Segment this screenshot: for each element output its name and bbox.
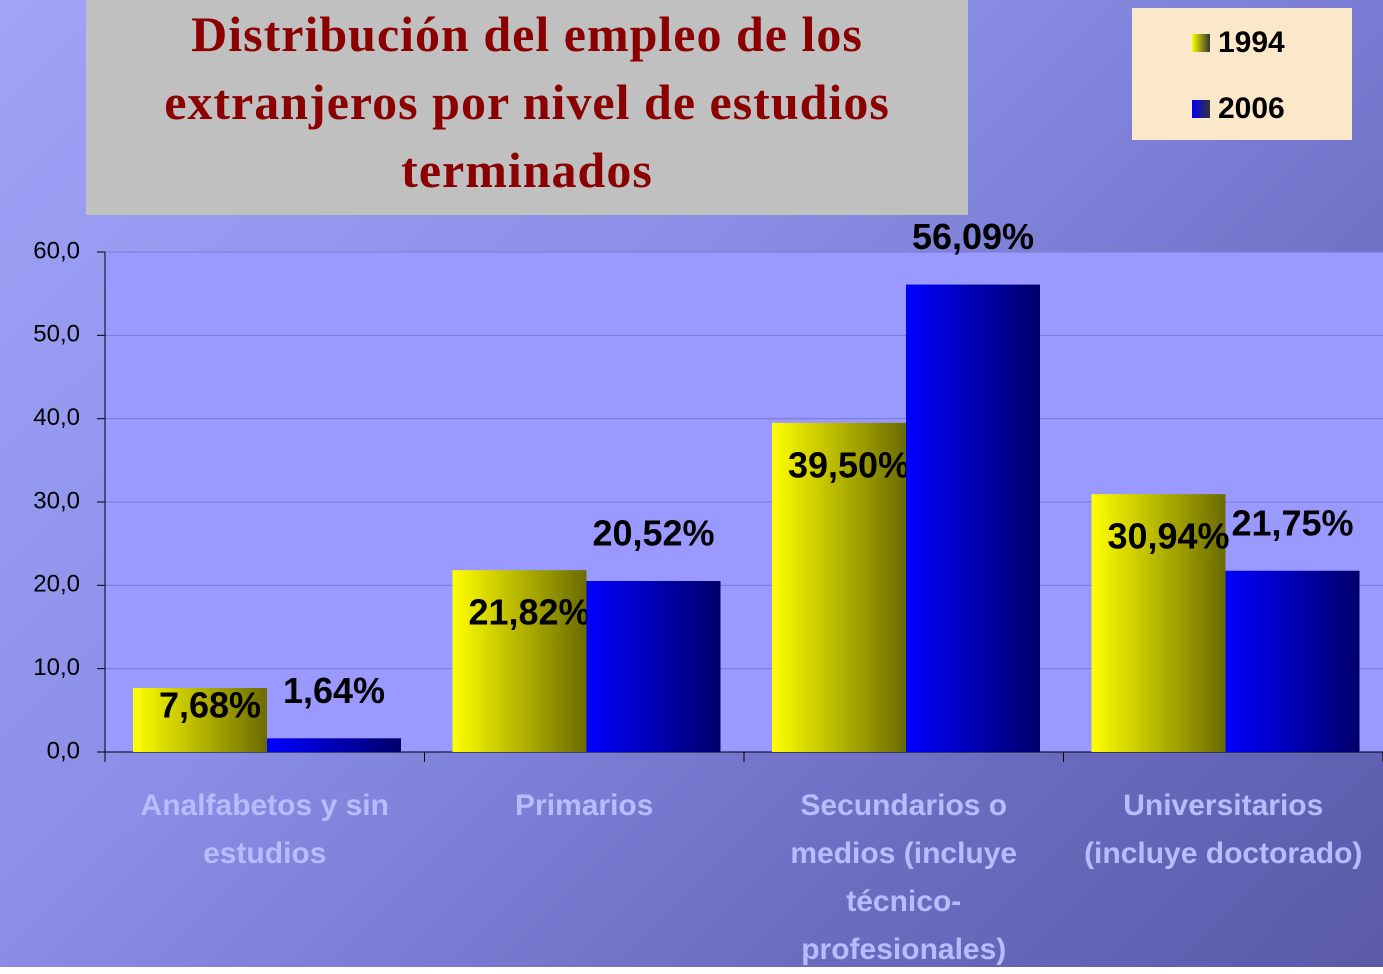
y-tick-label: 10,0 [33, 654, 80, 681]
y-tick-label: 60,0 [33, 237, 80, 264]
x-tick-label: Universitarios (incluye doctorado) [1084, 789, 1363, 870]
value-label: 39,50% [788, 444, 910, 485]
x-tick-label: Analfabetos y sin estudios [140, 789, 389, 870]
x-tick-label: Primarios [515, 789, 654, 822]
y-tick-label: 50,0 [33, 321, 80, 348]
chart-title: Distribución del empleo de los extranjer… [86, 0, 968, 215]
value-label: 21,82% [468, 592, 590, 633]
bar [906, 284, 1040, 752]
bar [772, 422, 906, 752]
x-tick-label: Secundarios o medios (incluye técnico-pr… [790, 789, 1018, 966]
bar [586, 581, 721, 752]
value-label: 21,75% [1231, 502, 1353, 543]
y-tick-label: 0,0 [47, 737, 80, 764]
bar [133, 688, 267, 752]
legend-swatch [1192, 34, 1210, 52]
legend-item: 1994 [1192, 26, 1285, 60]
bar [452, 570, 587, 752]
value-label: 1,64% [283, 670, 385, 711]
legend-label: 1994 [1218, 26, 1285, 59]
bar [1091, 494, 1226, 752]
legend-item: 2006 [1192, 92, 1285, 126]
value-label: 20,52% [592, 513, 714, 554]
y-tick-label: 30,0 [33, 487, 80, 514]
bar [1225, 570, 1360, 752]
bar [267, 738, 401, 752]
value-label: 7,68% [159, 685, 261, 726]
legend-swatch [1192, 100, 1210, 118]
legend: 1994 2006 [1132, 8, 1352, 140]
value-label: 30,94% [1107, 516, 1229, 557]
y-tick-label: 40,0 [33, 404, 80, 431]
value-label: 56,09% [912, 216, 1034, 257]
y-tick-label: 20,0 [33, 571, 80, 598]
legend-label: 2006 [1218, 92, 1285, 125]
